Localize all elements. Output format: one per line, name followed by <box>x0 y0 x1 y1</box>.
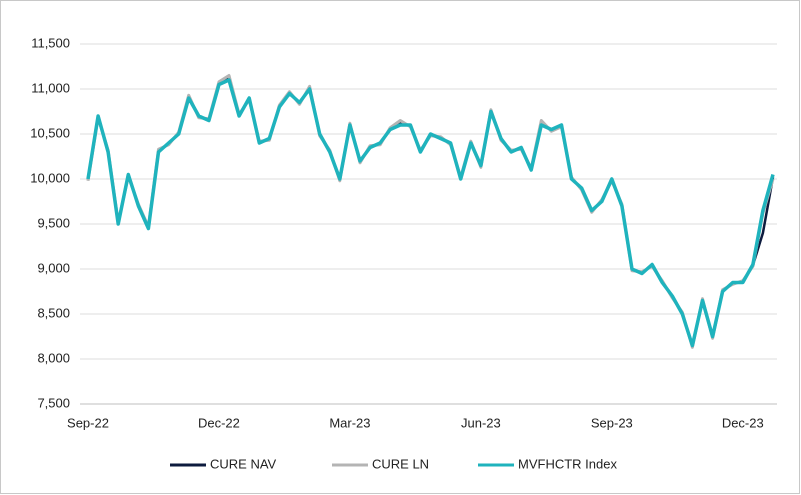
legend-label: MVFHCTR Index <box>518 456 617 471</box>
y-tick-label: 10,000 <box>30 170 70 185</box>
legend-label: CURE NAV <box>210 456 277 471</box>
y-tick-label: 10,500 <box>30 125 70 140</box>
y-tick-label: 9,000 <box>37 260 70 275</box>
legend-label: CURE LN <box>372 456 429 471</box>
y-tick-label: 7,500 <box>37 395 70 410</box>
x-tick-label: Dec-22 <box>198 415 240 430</box>
x-tick-label: Dec-23 <box>722 415 764 430</box>
x-tick-label: Mar-23 <box>329 415 370 430</box>
y-tick-label: 11,000 <box>31 80 70 95</box>
y-tick-label: 11,500 <box>31 35 70 50</box>
y-tick-label: 9,500 <box>37 215 70 230</box>
y-tick-label: 8,000 <box>37 350 70 365</box>
x-tick-label: Sep-22 <box>67 415 109 430</box>
x-tick-label: Sep-23 <box>591 415 633 430</box>
series-line <box>86 78 775 348</box>
x-tick-label: Jun-23 <box>461 415 501 430</box>
y-tick-label: 8,500 <box>37 305 70 320</box>
